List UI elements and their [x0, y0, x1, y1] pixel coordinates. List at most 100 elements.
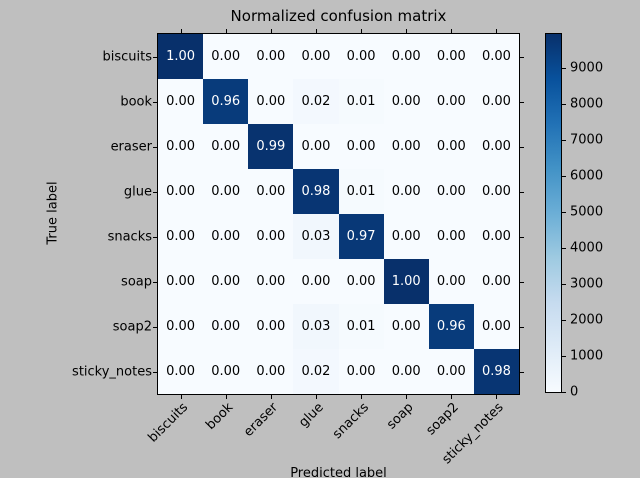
- x-tick-label-snacks: snacks: [329, 400, 372, 443]
- colorbar-tick-label-2000: 2000: [570, 312, 604, 328]
- x-tick-label-glue: glue: [296, 400, 327, 431]
- colorbar-tick-label-6000: 6000: [570, 168, 604, 184]
- heatmap-cell-biscuits-glue: 0.00: [293, 34, 339, 79]
- heatmap-cell-sticky_notes-sticky_notes: 0.98: [473, 349, 519, 394]
- heatmap-cell-soap2-biscuits: 0.00: [158, 304, 204, 349]
- heatmap-cell-biscuits-eraser: 0.00: [248, 34, 294, 79]
- y-tick-label-soap2: soap2: [112, 319, 152, 334]
- heatmap-cell-eraser-glue: 0.00: [293, 124, 339, 169]
- heatmap-cell-soap2-snacks: 0.01: [338, 304, 384, 349]
- tick-mark: [562, 67, 566, 69]
- heatmap-cell-soap-sticky_notes: 0.00: [473, 259, 519, 304]
- tick-mark: [520, 56, 524, 58]
- heatmap-cell-book-sticky_notes: 0.00: [473, 79, 519, 124]
- heatmap-cell-glue-snacks: 0.01: [338, 169, 384, 214]
- colorbar-tick-label-5000: 5000: [570, 204, 604, 220]
- y-tick-label-glue: glue: [123, 184, 152, 199]
- heatmap-cell-book-soap2: 0.00: [428, 79, 474, 124]
- tick-mark: [153, 371, 157, 373]
- heatmap-cell-snacks-biscuits: 0.00: [158, 214, 204, 259]
- tick-mark: [451, 29, 453, 33]
- tick-mark: [153, 281, 157, 283]
- heatmap-cell-sticky_notes-soap2: 0.00: [428, 349, 474, 394]
- tick-mark: [153, 191, 157, 193]
- heatmap-cell-biscuits-soap2: 0.00: [428, 34, 474, 79]
- tick-mark: [520, 101, 524, 103]
- heatmap-cell-glue-biscuits: 0.00: [158, 169, 204, 214]
- tick-mark: [180, 395, 182, 399]
- heatmap-cell-snacks-sticky_notes: 0.00: [473, 214, 519, 259]
- y-tick-label-soap: soap: [121, 274, 152, 289]
- heatmap-cell-eraser-soap: 0.00: [383, 124, 429, 169]
- tick-mark: [153, 236, 157, 238]
- y-tick-label-snacks: snacks: [107, 229, 152, 244]
- heatmap-cell-soap-eraser: 0.00: [248, 259, 294, 304]
- tick-mark: [520, 371, 524, 373]
- x-axis-label: Predicted label: [290, 466, 387, 478]
- heatmap-cell-soap-biscuits: 0.00: [158, 259, 204, 304]
- colorbar-tick-label-9000: 9000: [570, 60, 604, 76]
- tick-mark: [520, 326, 524, 328]
- tick-mark: [406, 395, 408, 399]
- heatmap-cell-sticky_notes-snacks: 0.00: [338, 349, 384, 394]
- heatmap-cell-book-book: 0.96: [203, 79, 249, 124]
- tick-mark: [361, 29, 363, 33]
- heatmap-cell-biscuits-sticky_notes: 0.00: [473, 34, 519, 79]
- heatmap-cell-biscuits-book: 0.00: [203, 34, 249, 79]
- heatmap-cell-eraser-sticky_notes: 0.00: [473, 124, 519, 169]
- tick-mark: [153, 101, 157, 103]
- heatmap-plot-area: 1.00 0.00 0.00 0.00 0.00 0.00 0.00 0.00 0.00 0.96…: [157, 33, 520, 395]
- tick-mark: [520, 281, 524, 283]
- colorbar-tick-label-7000: 7000: [570, 132, 604, 148]
- colorbar-tick-label-0: 0: [570, 384, 579, 400]
- heatmap-cell-book-snacks: 0.01: [338, 79, 384, 124]
- heatmap-cell-soap-glue: 0.00: [293, 259, 339, 304]
- heatmap-cell-snacks-soap2: 0.00: [428, 214, 474, 259]
- tick-mark: [562, 247, 566, 249]
- x-tick-label-soap: soap: [384, 400, 417, 433]
- heatmap-cell-soap-snacks: 0.00: [338, 259, 384, 304]
- x-tick-label-eraser: eraser: [241, 400, 282, 440]
- heatmap-cell-soap-book: 0.00: [203, 259, 249, 304]
- colorbar-tick-label-8000: 8000: [570, 96, 604, 112]
- heatmap-cell-eraser-eraser: 0.99: [248, 124, 294, 169]
- heatmap-cell-sticky_notes-soap: 0.00: [383, 349, 429, 394]
- tick-mark: [496, 29, 498, 33]
- colorbar-tick-label-1000: 1000: [570, 348, 604, 364]
- tick-mark: [562, 103, 566, 105]
- heatmap-cell-book-glue: 0.02: [293, 79, 339, 124]
- heatmap-cell-snacks-eraser: 0.00: [248, 214, 294, 259]
- heatmap-cell-book-eraser: 0.00: [248, 79, 294, 124]
- tick-mark: [270, 395, 272, 399]
- heatmap-cell-eraser-soap2: 0.00: [428, 124, 474, 169]
- tick-mark: [496, 395, 498, 399]
- heatmap-cell-biscuits-soap: 0.00: [383, 34, 429, 79]
- tick-mark: [315, 29, 317, 33]
- tick-mark: [361, 395, 363, 399]
- colorbar-tick-label-4000: 4000: [570, 240, 604, 256]
- tick-mark: [562, 175, 566, 177]
- x-tick-label-book: book: [203, 400, 237, 434]
- y-tick-label-sticky_notes: sticky_notes: [72, 364, 152, 379]
- heatmap-cell-sticky_notes-biscuits: 0.00: [158, 349, 204, 394]
- heatmap-cell-soap2-sticky_notes: 0.00: [473, 304, 519, 349]
- heatmap-cell-sticky_notes-glue: 0.02: [293, 349, 339, 394]
- heatmap-cell-biscuits-snacks: 0.00: [338, 34, 384, 79]
- tick-mark: [153, 326, 157, 328]
- heatmap-cell-glue-sticky_notes: 0.00: [473, 169, 519, 214]
- tick-mark: [315, 395, 317, 399]
- heatmap-cell-eraser-biscuits: 0.00: [158, 124, 204, 169]
- heatmap-cell-glue-book: 0.00: [203, 169, 249, 214]
- heatmap-cell-snacks-book: 0.00: [203, 214, 249, 259]
- heatmap-cell-soap2-soap: 0.00: [383, 304, 429, 349]
- heatmap-cell-snacks-soap: 0.00: [383, 214, 429, 259]
- tick-mark: [451, 395, 453, 399]
- colorbar: [545, 33, 562, 393]
- tick-mark: [562, 211, 566, 213]
- heatmap-cell-snacks-snacks: 0.97: [338, 214, 384, 259]
- heatmap-cell-soap-soap: 1.00: [383, 259, 429, 304]
- tick-mark: [180, 29, 182, 33]
- colorbar-tick-label-3000: 3000: [570, 276, 604, 292]
- heatmap-cell-snacks-glue: 0.03: [293, 214, 339, 259]
